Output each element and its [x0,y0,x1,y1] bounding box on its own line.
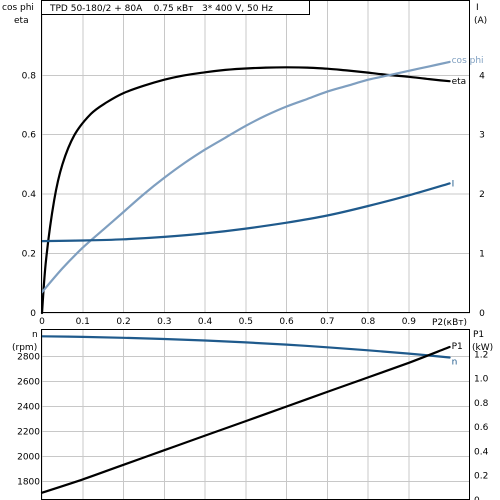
bottom-left-tick-label: 2200 [17,427,40,437]
top-left-tick-label: 0 [30,309,36,319]
bottom-left-ticks: 1800 2000 2200 2400 2600 2800 [17,352,40,487]
top-left-tick-label: 0.4 [22,190,37,200]
x-ticks: 0 0.1 0.2 0.3 0.4 0.5 0.6 0.7 0.8 0.9 [39,317,416,327]
top-left-tick-label: 0.6 [22,131,37,141]
top-right-tick-label: 4 [479,71,485,81]
top-series-label-i: I [452,179,455,189]
top-series-group [40,60,451,315]
bottom-right-tick-label: 0.8 [474,399,489,409]
bottom-series-group [40,335,451,494]
bottom-series-p1 [40,345,451,494]
top-ylabel-cosphi: cos phi [2,3,34,13]
bottom-right-tick-label: 1.0 [474,375,489,385]
top-right-tick-label: 2 [479,190,485,200]
x-tick-label: 0.6 [279,317,294,327]
x-tick-label: 0 [39,317,45,327]
x-tick-label: 0.1 [76,317,90,327]
top-right-tick-label: 0 [479,309,485,319]
bottom-right-tick-label: 0.4 [474,447,489,457]
x-tick-label: 0.7 [320,317,334,327]
bottom-ylabel-speed: n [32,330,38,340]
bottom-left-tick-label: 2800 [17,352,40,362]
bottom-grid [41,330,470,500]
top-right-ticks: 0 1 2 3 4 [479,71,485,319]
x-tick-label: 0.9 [402,317,417,327]
bottom-plot-frame [41,329,470,500]
bottom-left-tick-label: 2400 [17,402,40,412]
top-series-label-eta: eta [452,77,467,87]
bottom-right-tick-label: 0.6 [474,423,489,433]
top-series-cos-phi [40,60,451,294]
x-tick-label: 0.5 [239,317,253,327]
top-series-eta [40,66,451,315]
bottom-left-tick-label: 2600 [17,377,40,387]
x-tick-label: 0.3 [157,317,171,327]
bottom-series-n [40,335,451,359]
top-grid [41,1,470,314]
top-left-ticks: 0 0.2 0.4 0.6 0.8 [22,71,37,319]
bottom-right-tick-label: 0 [474,496,480,500]
chart-title: TPD 50-180/2 + 80A 0.75 кВт 3* 400 V, 50… [49,4,273,14]
top-left-tick-label: 0.2 [22,250,36,260]
top-ylabel-current-unit: (A) [474,16,487,26]
top-series-labels: eta cos phi I [452,56,484,190]
top-plot-frame [41,0,470,313]
x-axis-label: P2(кВт) [432,318,467,328]
x-tick-label: 0.4 [198,317,213,327]
bottom-ylabel-power-unit: (kW) [472,343,493,353]
bottom-right-tick-label: 0.2 [474,472,488,482]
top-series-i [40,182,451,243]
title-box [41,0,310,15]
top-left-tick-label: 0.8 [22,71,37,81]
bottom-series-labels: n P1 [452,342,463,368]
x-tick-label: 0.2 [116,317,130,327]
top-ylabel-current: I [476,3,479,13]
bottom-right-ticks: 0 0.2 0.4 0.6 0.8 1.0 1.2 [474,350,489,500]
bottom-series-label-p1: P1 [452,342,463,352]
top-right-tick-label: 3 [479,131,485,141]
bottom-ylabel-speed-unit: (rpm) [12,343,37,353]
top-series-label-cos-phi: cos phi [452,56,484,66]
x-tick-label: 0.8 [361,317,376,327]
bottom-ylabel-power: P1 [473,330,484,340]
bottom-series-label-n: n [452,358,458,368]
bottom-right-tick-label: 1.2 [474,350,488,360]
bottom-left-tick-label: 2000 [17,452,40,462]
bottom-left-tick-label: 1800 [17,477,40,487]
top-ylabel-eta: eta [14,16,29,26]
top-right-tick-label: 1 [479,250,485,260]
